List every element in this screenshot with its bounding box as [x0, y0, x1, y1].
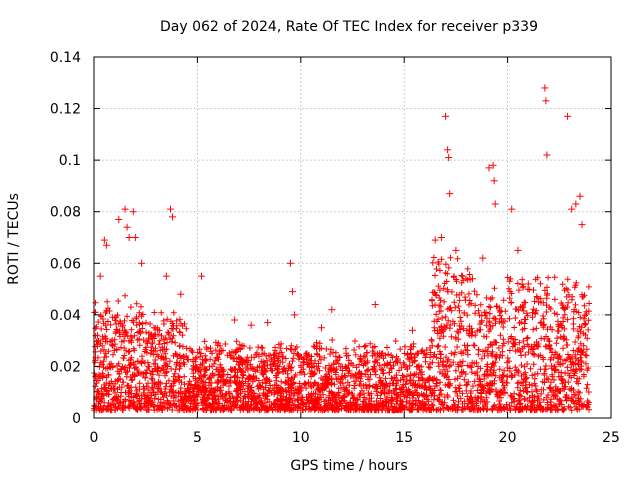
y-axis-label: ROTI / TECUs [6, 193, 22, 285]
data-point [100, 236, 108, 244]
data-point [129, 208, 137, 216]
x-tick-label: 20 [499, 430, 517, 446]
data-point [328, 306, 336, 314]
data-point [286, 259, 294, 267]
data-point [169, 213, 177, 221]
x-tick-label: 15 [395, 430, 413, 446]
roti-series [96, 84, 586, 334]
chart-title: Day 062 of 2024, Rate Of TEC Index for r… [160, 19, 538, 35]
data-point [96, 272, 104, 280]
data-point [452, 246, 460, 254]
data-point [514, 246, 522, 254]
x-tick-label: 5 [193, 430, 202, 446]
data-point [121, 205, 129, 213]
data-point [125, 234, 133, 241]
data-point [431, 236, 439, 244]
dense-roti-cloud [91, 254, 593, 414]
data-point [541, 84, 549, 92]
data-point [177, 290, 185, 298]
plot-frame [93, 56, 612, 419]
data-point [490, 177, 498, 185]
data-point [445, 154, 453, 162]
data-point [408, 326, 416, 334]
data-point [542, 97, 550, 105]
data-point [138, 259, 146, 267]
data-point [489, 161, 497, 169]
data-point [371, 301, 379, 309]
data-point [446, 190, 454, 198]
y-tick-label: 0.08 [50, 205, 81, 221]
data-point [564, 112, 572, 120]
data-point [231, 316, 239, 324]
x-tick-label: 25 [602, 430, 620, 446]
data-point [247, 321, 255, 329]
axis-tick-labels: 0 5 10 15 20 25 0 0.02 0.04 0.06 0.08 0.1 0.12 0.14 [50, 50, 620, 446]
y-tick-label: 0.04 [50, 308, 81, 324]
x-tick-label: 10 [292, 430, 310, 446]
data-point [578, 221, 586, 229]
y-tick-label: 0.02 [50, 359, 81, 375]
data-point [543, 151, 551, 159]
data-point [491, 200, 499, 208]
x-tick-label: 0 [90, 430, 99, 446]
data-point [442, 112, 450, 120]
data-point [123, 223, 131, 231]
data-point [568, 205, 576, 213]
data-point [535, 298, 543, 306]
data-point [167, 205, 175, 213]
data-point [524, 280, 532, 288]
data-point [572, 200, 580, 208]
data-point [317, 324, 325, 332]
axis-ticks [93, 56, 612, 419]
y-tick-label: 0.06 [50, 256, 81, 272]
dense-roti-points [91, 254, 593, 414]
data-point [289, 288, 297, 296]
y-tick-label: 0.12 [50, 102, 81, 118]
data-point [444, 146, 452, 154]
data-point [468, 275, 476, 283]
x-axis-label: GPS time / hours [290, 458, 407, 474]
data-point [162, 272, 170, 280]
data-point [115, 215, 123, 223]
data-point [479, 254, 487, 262]
data-point [291, 311, 299, 319]
data-point [437, 234, 445, 241]
data-point [131, 234, 139, 241]
data-point [198, 272, 206, 280]
y-tick-label: 0 [72, 411, 81, 427]
data-point [576, 192, 584, 200]
data-point [102, 241, 110, 249]
data-point [508, 205, 516, 213]
data-point [485, 164, 493, 172]
y-tick-label: 0.1 [59, 153, 81, 169]
y-tick-label: 0.14 [50, 50, 81, 66]
data-point [264, 319, 272, 327]
